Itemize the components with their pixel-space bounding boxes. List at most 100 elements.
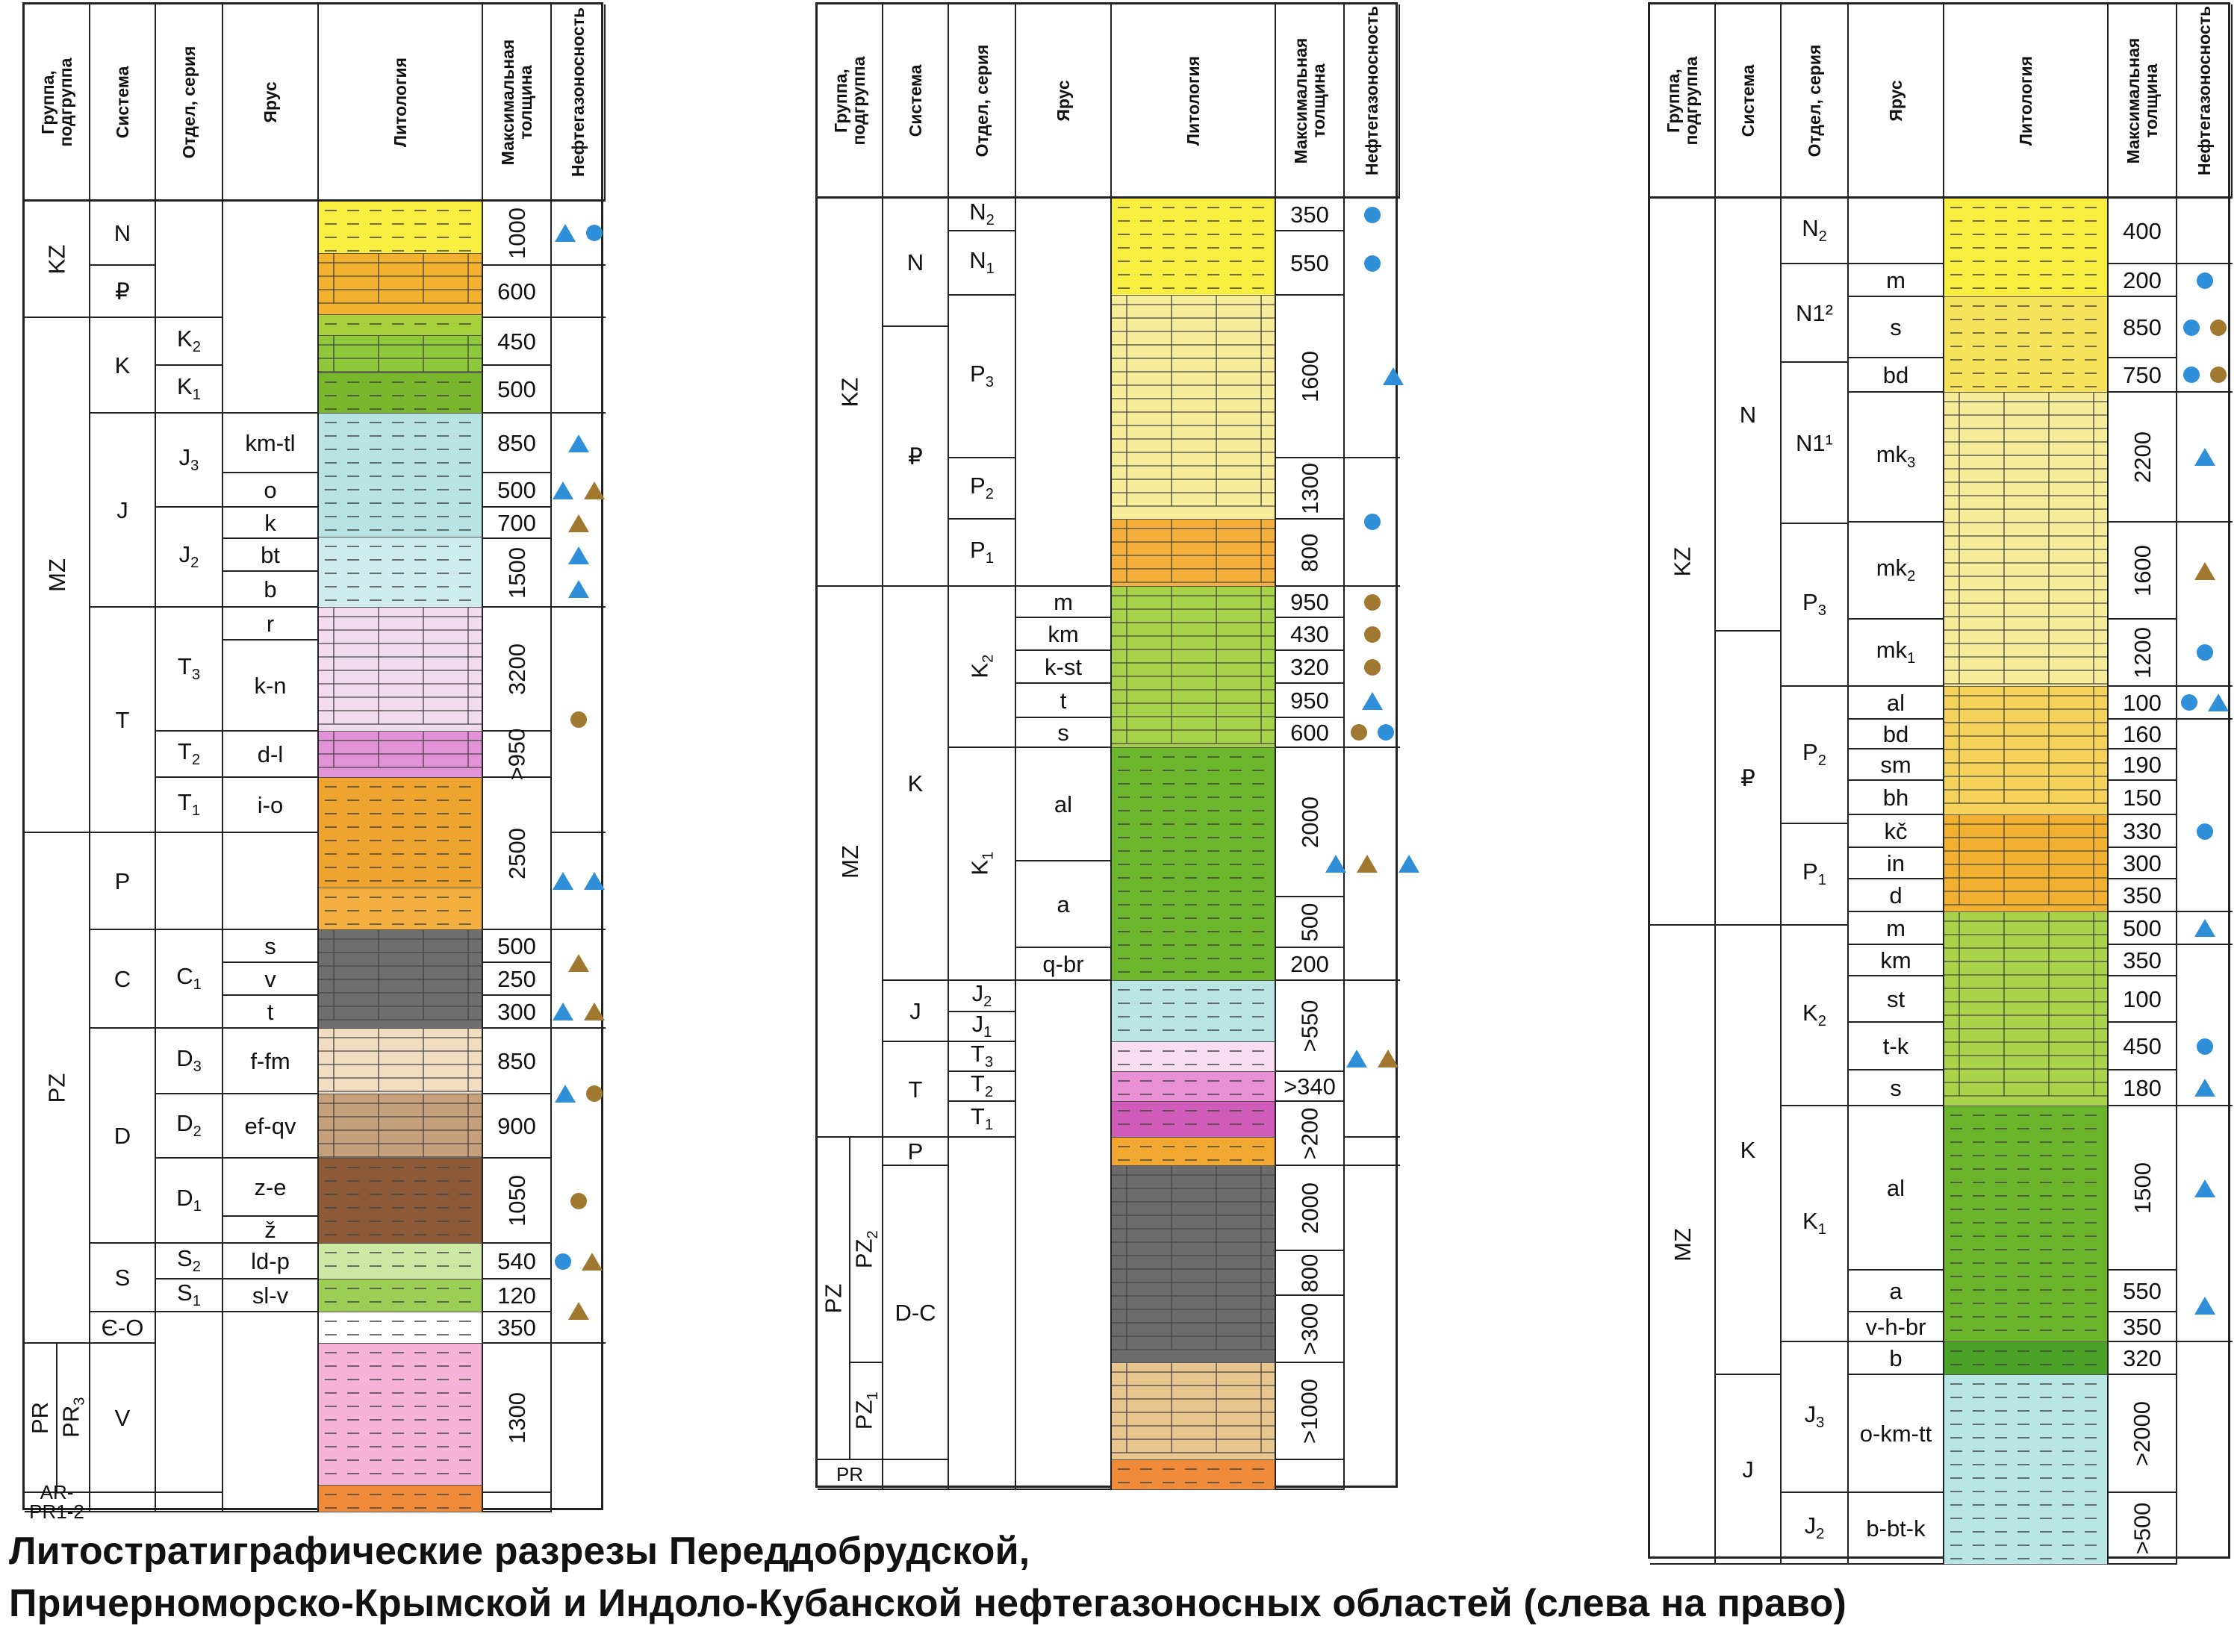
thickness-cell: 500 [1276, 897, 1345, 948]
header-label: Система [1737, 64, 1758, 137]
thickness-cell: 200 [1276, 948, 1345, 981]
series-cell: T3 [949, 1042, 1016, 1072]
thickness-value: 2200 [2129, 431, 2156, 483]
group-cell: AR-PR1-2 [25, 1483, 90, 1521]
section-right: Группа, подгруппа Система Отдел, серия Ярус… [1648, 2, 2233, 1565]
header-label: Система [905, 64, 925, 137]
oil-gas-cell [552, 1279, 606, 1344]
oil-gas-cell [552, 1159, 606, 1244]
lithology-band [319, 778, 483, 888]
thickness-cell: 600 [483, 266, 552, 318]
oil-gas-cell [2177, 687, 2233, 720]
stage-cell-label: km [1880, 947, 1911, 973]
thickness-cell: 850 [483, 414, 552, 473]
lithology-pattern [319, 336, 482, 373]
stage-cell: k-st [1016, 651, 1112, 684]
thickness-value: 950 [1290, 687, 1329, 714]
oil-gas-cell [552, 930, 606, 996]
thickness-cell: 120 [483, 1279, 552, 1312]
oil-gas-cell [1345, 587, 1400, 618]
series-cell [156, 202, 223, 318]
series-cell: N2 [949, 199, 1016, 231]
thickness-cell: 1600 [1276, 296, 1345, 458]
system-cell-label: ₽ [115, 278, 130, 305]
system-cell-label: P [907, 1138, 924, 1165]
thickness-value: 850 [497, 1047, 536, 1074]
thickness-cell: 700 [483, 508, 552, 539]
thickness-cell: >500 [2109, 1493, 2177, 1565]
system-cell: D [90, 1029, 156, 1244]
system-cell: K [883, 587, 949, 981]
system-cell: Є-O [90, 1312, 156, 1344]
gas-circle-icon [2197, 644, 2213, 661]
gas-circle-icon [2183, 367, 2200, 383]
header-4: Литология [1112, 4, 1276, 199]
oil-gas-cell [552, 473, 606, 508]
series-cell: S1 [156, 1279, 223, 1312]
lithology-pattern [1950, 1383, 2097, 1559]
gas-circle-icon [1364, 207, 1381, 223]
series-cell: K1 [949, 748, 1016, 981]
lithology-band [319, 732, 483, 778]
stage-cell: km [1016, 618, 1112, 651]
lithology-pattern [1118, 207, 1264, 289]
stage-cell-label: al [1054, 791, 1073, 817]
thickness-cell: 750 [2109, 358, 2177, 393]
oil-circle-icon [2210, 320, 2227, 336]
system-cell-label: J [116, 496, 128, 523]
stage-cell: o-km-tt [1849, 1375, 1944, 1493]
thickness-cell: 540 [483, 1244, 552, 1279]
lithology-band [1944, 1375, 2109, 1565]
system-cell: ₽ [90, 266, 156, 318]
lithology-pattern [325, 381, 471, 410]
series-cell: P1 [1782, 824, 1849, 926]
series-cell-label: C1 [176, 963, 202, 994]
series-cell: K2 [949, 587, 1016, 748]
thickness-cell: 320 [2109, 1342, 2177, 1375]
header-label: Нефтегазоносность [1361, 5, 1381, 175]
stage-cell: a [1849, 1271, 1944, 1312]
oil-circle-icon [1351, 724, 1367, 741]
thickness-cell: 500 [483, 366, 552, 414]
lithology-pattern [1118, 1050, 1264, 1065]
stage-cell: ž [223, 1217, 319, 1244]
thickness-value: 1500 [2129, 1162, 2156, 1214]
stage-cell-label: s [1057, 719, 1069, 746]
oil-gas-cell [552, 608, 606, 833]
thickness-cell [1276, 1460, 1345, 1490]
series-cell: J3 [156, 414, 223, 508]
lithology-pattern [1118, 1110, 1264, 1125]
header-2: Отдел, серия [1782, 4, 1849, 199]
stage-cell-label: ef-qv [244, 1112, 296, 1139]
stage-cell: in [1849, 848, 1944, 879]
thickness-cell: 800 [1276, 520, 1345, 587]
gas-circle-icon [555, 1253, 571, 1270]
thickness-value: 1300 [503, 1391, 530, 1444]
stage-cell-label: al [1886, 689, 1905, 716]
series-cell: N1¹ [1782, 363, 1849, 524]
thickness-value: 450 [2123, 1032, 2162, 1059]
stage-cell-label: a [1889, 1277, 1903, 1304]
gas-triangle-icon [568, 434, 589, 452]
stage-cell: al [1849, 687, 1944, 720]
header-1: Система [1716, 4, 1782, 199]
thickness-value: 550 [2123, 1277, 2162, 1304]
series-cell-label: D2 [176, 1110, 202, 1141]
stage-cell: d-l [223, 732, 319, 778]
gas-triangle-icon [2194, 448, 2215, 466]
stage-cell-label: v [264, 965, 276, 992]
header-6: Нефтегазоносность [1345, 4, 1400, 199]
thickness-cell: 400 [2109, 199, 2177, 264]
series-cell: N2 [1782, 199, 1849, 264]
series-cell-label: J2 [1804, 1512, 1825, 1543]
stage-cell-label: ž [264, 1216, 276, 1243]
caption-line-2: Причерноморско-Крымской и Индоло-Кубанск… [9, 1582, 1847, 1625]
series-cell-label: T3 [177, 653, 201, 684]
series-cell-label: T2 [177, 738, 201, 769]
series-cell [156, 833, 223, 930]
thickness-value: 600 [1290, 719, 1329, 746]
stage-cell-label: v-h-br [1865, 1313, 1926, 1340]
thickness-cell: 500 [2109, 912, 2177, 945]
thickness-value: 300 [497, 998, 536, 1025]
gas-triangle-icon [2208, 693, 2229, 711]
